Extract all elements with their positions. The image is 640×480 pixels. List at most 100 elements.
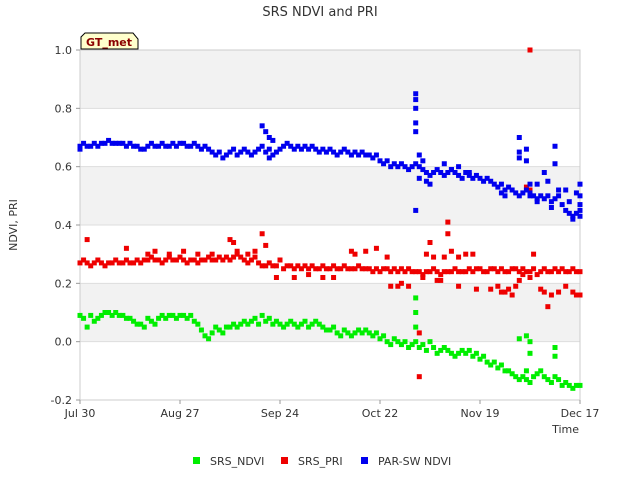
data-point-par-sw-ndvi — [191, 140, 197, 146]
data-point-srs-ndvi — [470, 353, 476, 359]
y-tick-label: -0.2 — [51, 394, 72, 407]
data-point-srs-pri — [473, 286, 479, 292]
data-point-srs-ndvi — [334, 330, 340, 336]
data-point-srs-pri — [359, 266, 365, 272]
data-point-par-sw-ndvi — [195, 143, 201, 149]
data-point-par-sw-ndvi — [556, 193, 562, 199]
data-point-srs-pri — [352, 266, 358, 272]
data-point-srs-pri — [231, 254, 237, 260]
data-point-par-sw-ndvi — [259, 143, 265, 149]
data-point-srs-ndvi — [427, 339, 433, 345]
data-point-srs-ndvi — [520, 374, 526, 380]
data-point-srs-ndvi — [373, 330, 379, 336]
data-point-srs-ndvi — [291, 321, 297, 327]
data-point-par-sw-ndvi — [413, 105, 419, 111]
data-point-par-sw-ndvi — [352, 149, 358, 155]
data-point-srs-ndvi — [259, 312, 265, 318]
data-point-srs-pri — [270, 263, 276, 269]
data-point-par-sw-ndvi — [213, 152, 219, 158]
data-point-srs-ndvi — [413, 310, 419, 315]
data-point-srs-pri — [448, 269, 454, 275]
series-par-sw-ndvi — [77, 91, 583, 222]
data-point-srs-ndvi — [295, 324, 301, 330]
data-point-par-sw-ndvi — [363, 152, 369, 158]
data-point-par-sw-ndvi — [173, 143, 179, 149]
data-point-srs-pri — [459, 269, 465, 275]
x-axis-ticks: Jul 30 Aug 27 Sep 24 Oct 22 Nov 19 Dec 17 — [64, 400, 599, 420]
data-point-srs-pri — [545, 304, 551, 310]
data-point-srs-ndvi — [516, 336, 522, 342]
data-point-srs-ndvi — [341, 327, 347, 333]
data-point-srs-pri — [420, 272, 426, 278]
data-point-srs-pri — [227, 237, 233, 243]
site-tag-label: GT_met — [86, 36, 132, 49]
data-point-srs-pri — [388, 283, 394, 289]
data-point-srs-pri — [427, 269, 433, 275]
data-point-par-sw-ndvi — [348, 152, 354, 158]
data-point-srs-pri — [463, 251, 469, 257]
data-point-srs-pri — [263, 263, 269, 269]
data-point-srs-pri — [163, 257, 169, 263]
data-point-srs-pri — [563, 283, 569, 289]
data-point-srs-pri — [527, 275, 533, 280]
x-tick-label: Aug 27 — [161, 407, 200, 420]
data-point-srs-ndvi — [191, 318, 197, 324]
data-point-par-sw-ndvi — [295, 143, 301, 149]
data-point-srs-ndvi — [345, 330, 351, 336]
data-point-par-sw-ndvi — [552, 143, 558, 149]
data-point-srs-pri — [477, 266, 483, 272]
data-point-srs-ndvi — [309, 321, 315, 327]
data-point-srs-ndvi — [516, 377, 522, 383]
data-point-srs-ndvi — [298, 321, 304, 327]
data-point-srs-pri — [384, 266, 390, 272]
data-point-srs-ndvi — [413, 295, 419, 301]
data-point-par-sw-ndvi — [302, 143, 308, 149]
data-point-par-sw-ndvi — [298, 146, 304, 152]
data-point-srs-pri — [466, 266, 472, 272]
data-point-srs-ndvi — [209, 330, 215, 336]
data-point-par-sw-ndvi — [409, 164, 415, 170]
data-point-par-sw-ndvi — [270, 152, 276, 158]
data-point-par-sw-ndvi — [416, 152, 422, 158]
data-point-srs-pri — [438, 272, 444, 278]
data-point-srs-pri — [95, 257, 101, 263]
data-point-par-sw-ndvi — [406, 167, 412, 173]
data-point-srs-ndvi — [327, 327, 333, 333]
data-point-srs-pri — [545, 269, 551, 275]
data-point-srs-pri — [388, 269, 394, 275]
legend-label: SRS_NDVI — [210, 455, 264, 468]
data-point-par-sw-ndvi — [95, 143, 101, 149]
data-point-srs-ndvi — [538, 368, 544, 374]
data-point-par-sw-ndvi — [466, 170, 472, 175]
data-point-par-sw-ndvi — [509, 187, 515, 193]
data-point-srs-pri — [509, 266, 515, 272]
data-point-par-sw-ndvi — [577, 213, 583, 219]
data-point-par-sw-ndvi — [266, 135, 272, 140]
data-point-par-sw-ndvi — [427, 181, 433, 187]
data-point-srs-ndvi — [406, 345, 412, 350]
data-point-par-sw-ndvi — [266, 146, 272, 152]
data-point-srs-pri — [470, 269, 476, 275]
site-tag-box — [80, 32, 139, 50]
data-point-srs-pri — [438, 277, 444, 283]
data-point-srs-ndvi — [323, 327, 329, 333]
data-point-srs-ndvi — [173, 315, 179, 321]
data-point-par-sw-ndvi — [206, 146, 212, 152]
data-point-srs-ndvi — [245, 321, 251, 327]
data-point-srs-ndvi — [391, 336, 397, 342]
data-point-srs-pri — [348, 266, 354, 272]
data-point-par-sw-ndvi — [188, 143, 194, 149]
data-point-par-sw-ndvi — [470, 175, 476, 181]
data-point-par-sw-ndvi — [402, 164, 408, 170]
data-point-srs-pri — [309, 263, 315, 269]
data-point-srs-pri — [441, 254, 447, 260]
data-point-par-sw-ndvi — [288, 143, 294, 149]
data-point-srs-pri — [345, 266, 351, 272]
data-point-par-sw-ndvi — [77, 146, 83, 152]
data-point-srs-ndvi — [145, 315, 151, 321]
data-point-srs-ndvi — [352, 330, 358, 336]
data-point-srs-ndvi — [84, 324, 90, 330]
data-point-srs-pri — [166, 251, 172, 257]
y-tick-label: 0.4 — [55, 219, 73, 232]
data-point-srs-pri — [513, 266, 519, 272]
